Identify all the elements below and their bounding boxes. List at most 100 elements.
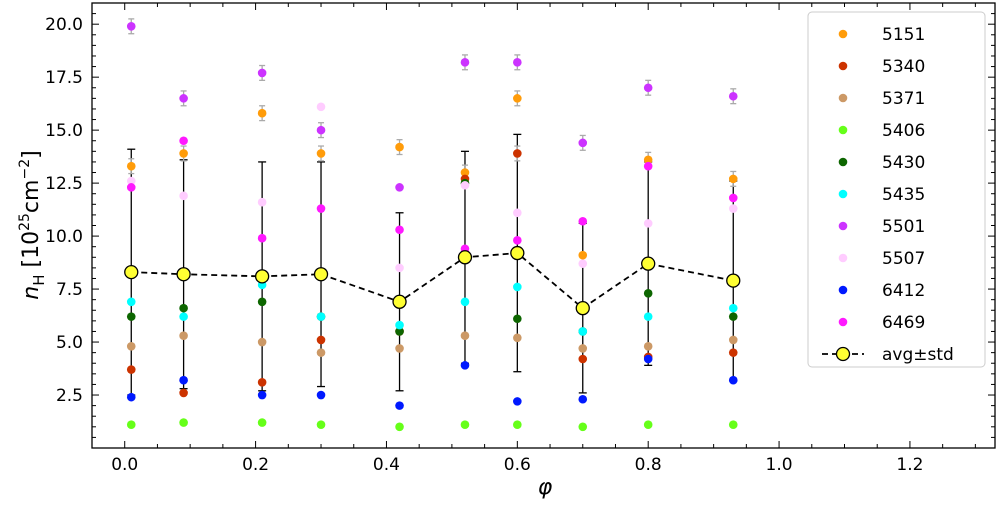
data-point-5507 [728,204,738,213]
data-point-6469 [578,216,588,226]
data-point-5430 [728,312,738,321]
data-point-5435 [578,327,588,336]
data-point-5430 [126,312,136,321]
data-point-5371 [513,333,522,343]
y-tick-label: 7.5 [56,280,83,300]
avg-marker [313,267,329,282]
legend-marker-5371 [838,93,848,103]
avg-marker [124,264,139,280]
y-tick-label: 20.0 [45,15,83,35]
data-point-5435 [513,282,522,292]
data-point-5435 [460,297,470,307]
avg-marker [641,256,656,271]
data-point-5501 [126,22,136,31]
data-point-5151 [460,168,470,177]
y-axis-title-subscript: H [30,274,48,285]
avg-line [131,252,734,310]
data-point-6412 [578,394,588,404]
x-tick-label: 1.0 [766,455,793,475]
data-point-5430 [643,289,653,298]
data-point-5435 [126,297,136,307]
data-point-5435 [643,312,653,321]
axis-ticks: 0.0 0.2 0.4 0.6 0.8 1.0 1.2 2.5 5.0 7.5 10.0 12.5 15… [45,3,995,475]
y-tick-label: 10.0 [45,227,83,247]
data-point-6412 [643,354,653,364]
legend-marker-5151 [838,29,848,39]
data-point-5151 [578,250,588,260]
data-point-5501 [395,183,404,192]
y-axis-title-units-close: ] [19,150,44,159]
data-point-5406 [643,420,653,429]
data-point-5151 [395,142,404,152]
y-axis-title-symbol: n [19,286,44,300]
data-point-5406 [578,422,588,432]
legend-label: 6412 [882,281,925,301]
legend-marker-5435 [838,189,848,199]
data-point-5406 [126,420,136,429]
y-tick-label: 5.0 [56,333,83,353]
data-point-5507 [257,197,267,207]
data-point-6469 [257,233,267,243]
data-point-6412 [179,375,188,385]
plot-frame [91,2,996,449]
data-point-6469 [126,183,136,192]
y-axis-title-units-cm: cm [19,180,44,214]
data-point-5371 [460,331,470,340]
avg-marker [392,294,407,309]
data-point-6469 [316,204,326,213]
data-point-5151 [257,108,267,118]
avg-marker [254,269,270,284]
data-point-5507 [395,263,404,273]
x-axis-title: φ [538,475,553,500]
data-point-5151 [179,149,188,158]
data-point-6469 [179,136,188,146]
x-tick-label: 0.4 [373,455,400,475]
legend-marker-6469 [838,317,848,327]
avg-marker [575,300,590,316]
legend-label: 5371 [882,89,925,109]
data-point-5507 [578,259,588,268]
legend-marker-5340 [838,61,848,71]
legend: 5151 5340 5371 5406 5430 5435 5501 5507 6412 6469… [807,11,986,368]
data-point-5435 [179,312,188,321]
data-point-5507 [179,191,188,201]
legend-label: 5501 [882,217,925,237]
data-point-5340 [513,149,522,158]
data-point-5430 [179,303,188,313]
legend-marker-6412 [838,285,848,295]
data-point-5507 [643,219,653,228]
data-point-5430 [513,314,522,324]
data-point-5371 [316,348,326,357]
data-point-5501 [257,68,267,78]
legend-label: 5435 [882,185,925,205]
data-point-5430 [257,297,267,307]
data-point-5435 [316,312,326,321]
legend-marker-5507 [838,253,848,263]
x-tick-label: 0.6 [504,455,531,475]
data-point-5371 [395,344,404,353]
data-point-5406 [460,420,470,429]
legend-label-avg: avg±std [882,345,954,365]
data-point-5371 [643,341,653,351]
legend-label: 5340 [882,57,925,77]
data-point-5371 [257,337,267,347]
data-point-5501 [179,94,188,103]
x-tick-label: 1.2 [896,455,923,475]
data-point-5371 [179,331,188,340]
data-point-5406 [728,420,738,429]
legend-box [807,11,986,368]
legend-label: 5406 [882,121,925,141]
data-point-5501 [728,91,738,101]
x-tick-label: 0.8 [635,455,662,475]
legend-label: 5430 [882,153,925,173]
legend-label: 5151 [882,25,925,45]
avg-marker [510,245,525,261]
data-point-6412 [513,397,522,406]
legend-marker-5501 [838,221,848,231]
data-point-5371 [728,335,738,345]
legend-label: 5507 [882,249,925,269]
data-point-5406 [257,418,267,427]
avg-marker [457,250,473,265]
data-point-5501 [513,58,522,67]
data-point-5406 [395,422,404,432]
